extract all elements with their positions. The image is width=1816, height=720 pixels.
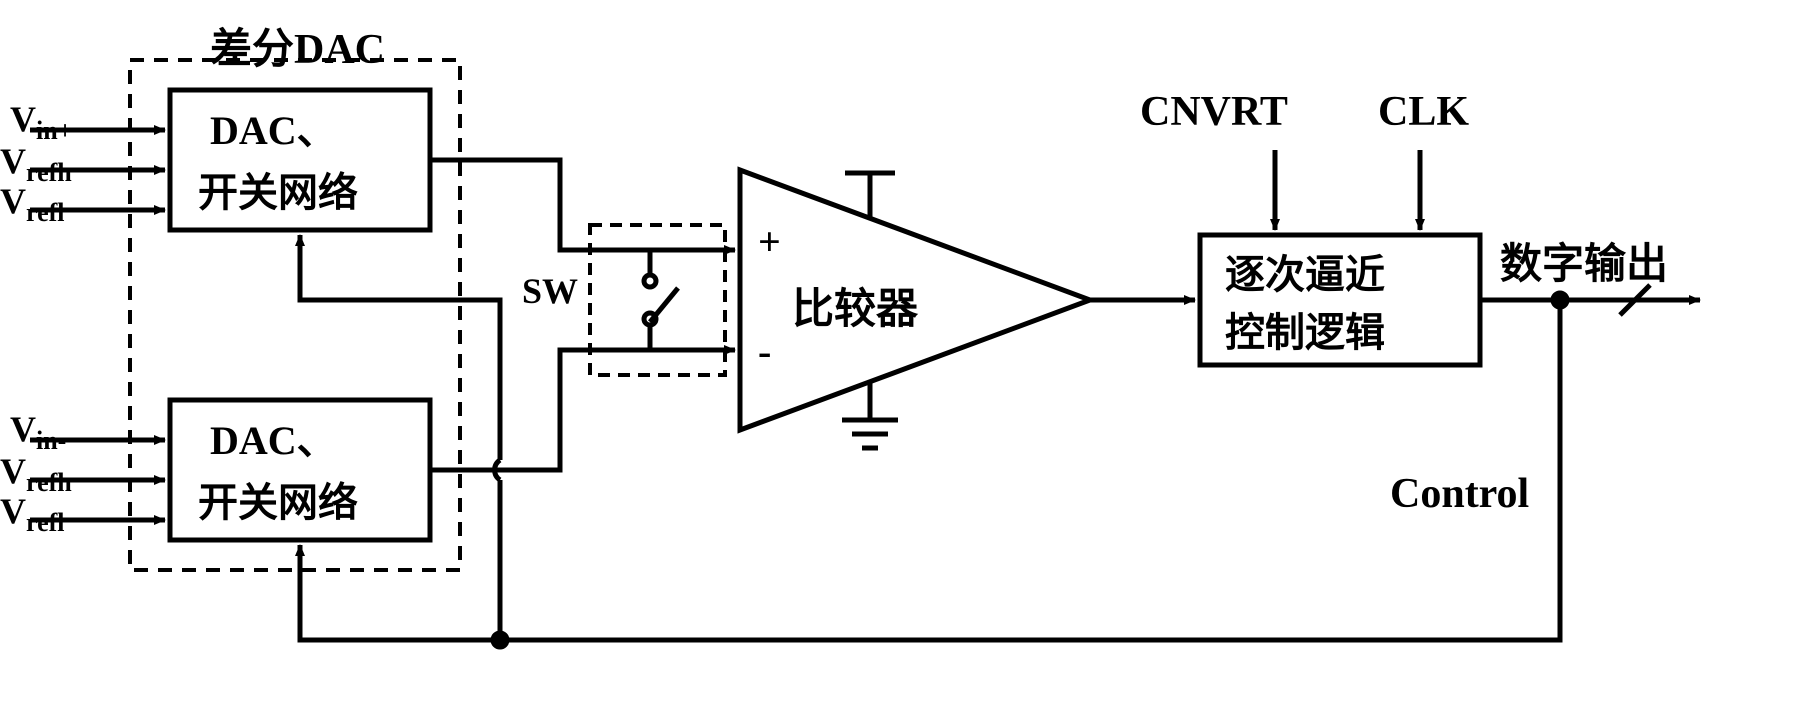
dac-top-line1: DAC、 [210, 98, 337, 156]
wire-dac-top-out [430, 160, 735, 250]
label-vinminus: Vin- [10, 408, 66, 456]
label-vrefl-top: Vrefl [0, 180, 65, 228]
label-cnvrt: CNVRT [1140, 88, 1288, 136]
wire-control-hop [300, 545, 500, 640]
sar-line1: 逐次逼近 [1225, 242, 1385, 300]
dac-top-line2: 开关网络 [198, 160, 358, 218]
label-vrefl-bot: Vrefl [0, 490, 65, 538]
label-sw: SW [522, 270, 578, 312]
wire-dac-bot-out [430, 350, 735, 470]
label-minus: - [758, 328, 771, 375]
sar-line2: 控制逻辑 [1225, 300, 1385, 358]
diff-dac-title: 差分DAC [210, 15, 385, 76]
label-control: Control [1390, 470, 1529, 518]
gnd-symbol [842, 382, 898, 448]
label-vinplus: Vin+ [10, 98, 73, 146]
label-plus: + [758, 218, 781, 265]
label-clk: CLK [1378, 88, 1469, 136]
label-comparator: 比较器 [792, 275, 918, 336]
label-digital-out: 数字输出 [1500, 230, 1668, 291]
switch-sw [644, 250, 678, 350]
dac-bot-line2: 开关网络 [198, 470, 358, 528]
dac-bot-line1: DAC、 [210, 408, 337, 466]
